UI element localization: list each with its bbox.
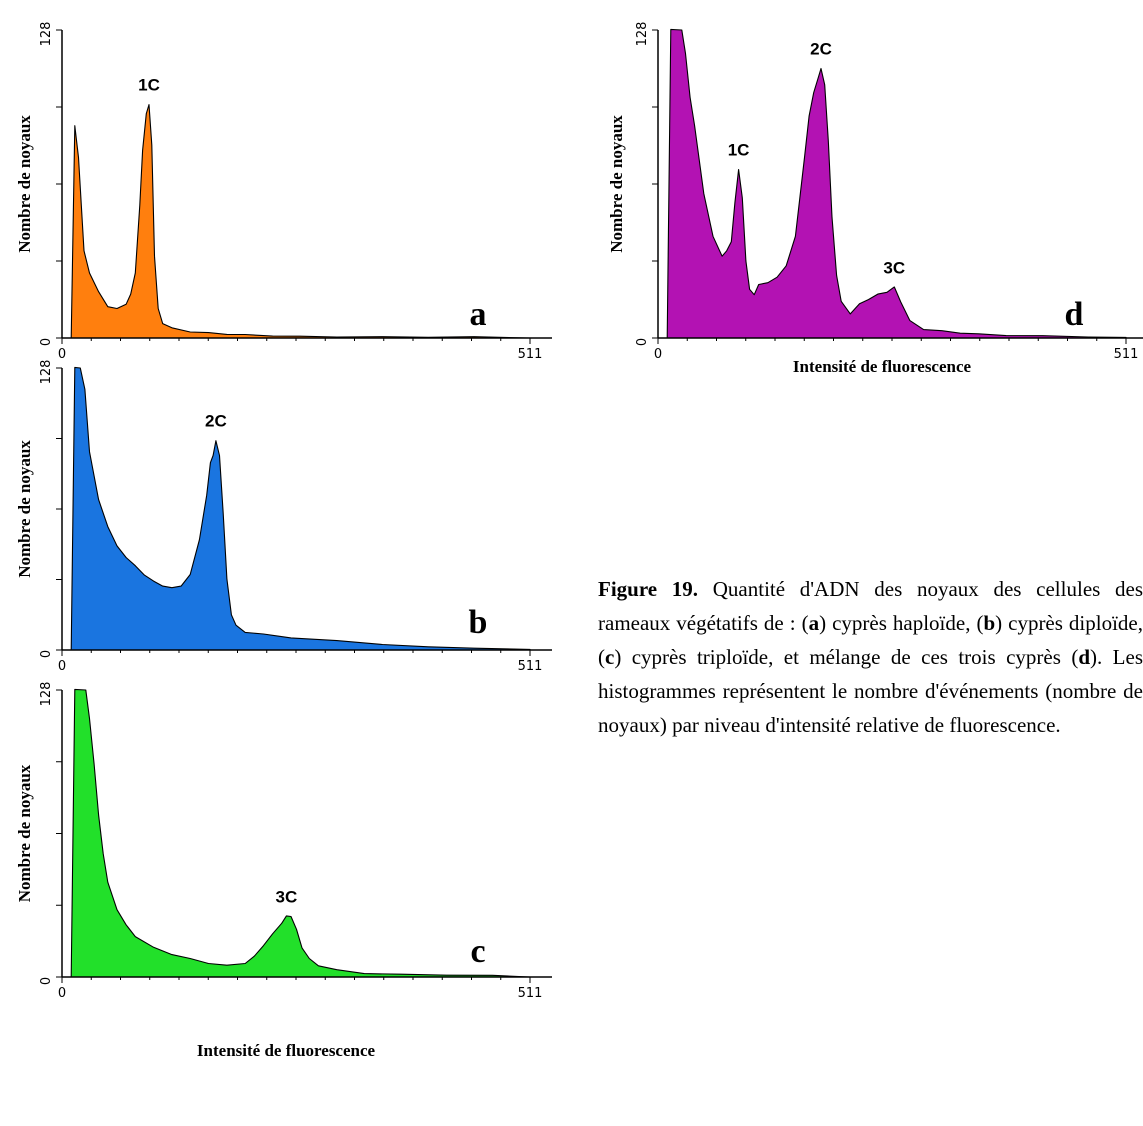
caption-letter-b: b bbox=[983, 611, 996, 635]
y-tick-label-128-a: 128 bbox=[39, 22, 54, 47]
figure-caption: Figure 19. Quantité d'ADN des noyaux des… bbox=[598, 572, 1143, 742]
caption-text-1: Quantité d'ADN des noyaux des cellules d… bbox=[598, 577, 1143, 635]
y-tick-label-0-d: 0 bbox=[635, 338, 650, 346]
caption-figure-label: Figure 19. bbox=[598, 577, 699, 601]
peak-label-d-0: 1C bbox=[728, 141, 750, 160]
x-tick-label-0-c: 0 bbox=[58, 986, 66, 1001]
x-tick-label-0-d: 0 bbox=[654, 347, 662, 362]
caption-text-3: ) cyprès diploïde, ( bbox=[598, 611, 1143, 669]
y-axis-label-a: Nombre de noyaux bbox=[15, 115, 34, 253]
peak-label-a-0: 1C bbox=[138, 76, 160, 95]
histogram-panel-c: 0 128 0 511 Nombre de noyaux Intensité de flu… bbox=[0, 680, 560, 1126]
histogram-panel-d: 0 128 0 511 Nombre de noyaux Intensité de flu… bbox=[596, 20, 1143, 400]
caption-letter-a: a bbox=[808, 611, 820, 635]
x-tick-label-511-d: 511 bbox=[1114, 347, 1139, 362]
histogram-svg-c: 0 128 0 511 Nombre de noyaux Intensité de flu… bbox=[15, 682, 552, 1060]
x-tick-label-511-a: 511 bbox=[518, 347, 543, 362]
caption-text-4: ) cyprès triploïde, et mélange de ces tr… bbox=[614, 645, 1079, 669]
x-tick-label-511-b: 511 bbox=[518, 659, 543, 674]
histogram-area-a bbox=[70, 104, 531, 339]
panel-letter-d: d bbox=[1065, 296, 1084, 333]
caption-letter-c: c bbox=[605, 645, 615, 669]
x-tick-label-511-c: 511 bbox=[518, 986, 543, 1001]
y-axis-label-c: Nombre de noyaux bbox=[15, 764, 34, 902]
histogram-svg-a: 0 128 0 511 Nombre de noyaux 1C a bbox=[15, 22, 552, 362]
histogram-area-b bbox=[70, 366, 531, 651]
y-tick-label-128-d: 128 bbox=[635, 22, 650, 47]
caption-text-2: ) cyprès haploïde, ( bbox=[819, 611, 984, 635]
panel-letter-b: b bbox=[469, 604, 488, 641]
y-tick-label-0-b: 0 bbox=[39, 650, 54, 658]
y-tick-label-0-a: 0 bbox=[39, 338, 54, 346]
peak-label-d-1: 2C bbox=[810, 40, 832, 59]
y-tick-label-128-b: 128 bbox=[39, 360, 54, 385]
panel-letter-c: c bbox=[470, 933, 485, 970]
y-axis-label-b: Nombre de noyaux bbox=[15, 440, 34, 578]
y-axis-label-d: Nombre de noyaux bbox=[607, 115, 626, 253]
x-tick-label-0-a: 0 bbox=[58, 347, 66, 362]
y-tick-label-128-c: 128 bbox=[39, 682, 54, 707]
peak-label-d-2: 3C bbox=[883, 258, 905, 277]
x-axis-label-d: Intensité de fluorescence bbox=[793, 357, 972, 376]
histogram-area-c bbox=[70, 688, 531, 978]
x-axis-label-c: Intensité de fluorescence bbox=[197, 1041, 376, 1060]
caption-letter-d: d bbox=[1078, 645, 1091, 669]
histogram-area-d bbox=[666, 28, 1127, 339]
peak-label-b-0: 2C bbox=[205, 412, 227, 431]
histogram-panel-a: 0 128 0 511 Nombre de noyaux 1C a bbox=[0, 20, 560, 370]
histogram-svg-d: 0 128 0 511 Nombre de noyaux Intensité de flu… bbox=[607, 22, 1143, 376]
caption-text-5: ). Les histogrammes représentent le nomb… bbox=[598, 645, 1143, 737]
y-tick-label-0-c: 0 bbox=[39, 977, 54, 985]
histogram-svg-b: 0 128 0 511 Nombre de noyaux 2C b bbox=[15, 360, 552, 674]
histogram-panel-b: 0 128 0 511 Nombre de noyaux 2C b bbox=[0, 360, 560, 674]
panel-letter-a: a bbox=[470, 296, 487, 333]
x-tick-label-0-b: 0 bbox=[58, 659, 66, 674]
peak-label-c-0: 3C bbox=[276, 887, 298, 906]
